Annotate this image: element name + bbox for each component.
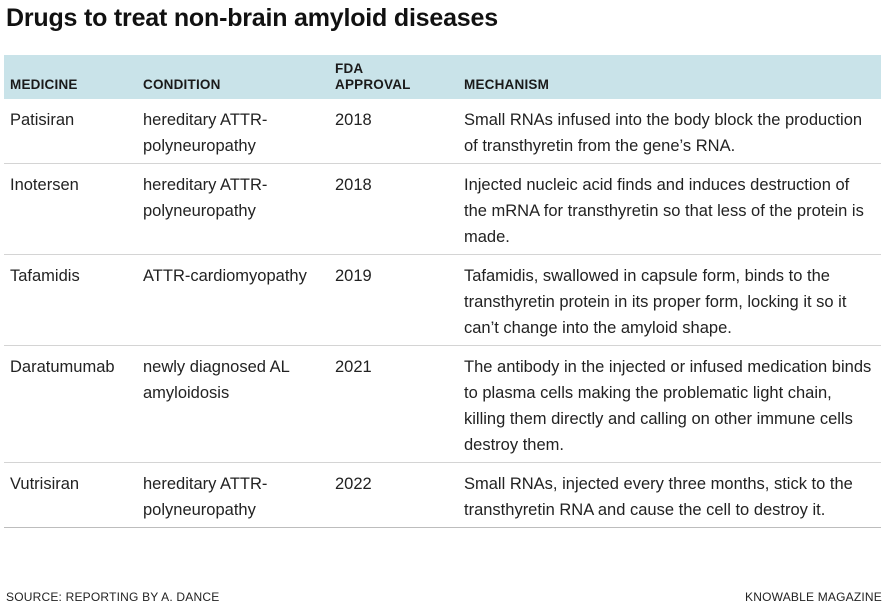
table-header-row: MEDICINE CONDITION FDA APPROVAL MECHANIS… xyxy=(4,55,881,99)
cell-condition: newly diagnosed AL amyloidosis xyxy=(143,358,290,402)
drugs-table: MEDICINE CONDITION FDA APPROVAL MECHANIS… xyxy=(4,55,881,528)
header-medicine: MEDICINE xyxy=(10,77,78,92)
page-title: Drugs to treat non-brain amyloid disease… xyxy=(6,4,498,32)
cell-approval: 2022 xyxy=(335,475,372,493)
cell-approval: 2021 xyxy=(335,358,372,376)
cell-approval: 2018 xyxy=(335,176,372,194)
cell-medicine: Daratumumab xyxy=(10,358,115,376)
table-row: Patisiran hereditary ATTR-polyneuropathy… xyxy=(4,99,881,164)
header-mechanism: MECHANISM xyxy=(464,77,550,92)
publisher-credit: KNOWABLE MAGAZINE xyxy=(745,590,882,604)
cell-approval: 2018 xyxy=(335,111,372,129)
header-fda-approval-label: FDA APPROVAL xyxy=(335,61,411,92)
cell-condition: hereditary ATTR-polyneuropathy xyxy=(143,475,268,519)
cell-medicine: Inotersen xyxy=(10,176,79,194)
cell-approval: 2019 xyxy=(335,267,372,285)
table-row: Daratumumab newly diagnosed AL amyloidos… xyxy=(4,346,881,463)
cell-medicine: Patisiran xyxy=(10,111,75,129)
header-condition: CONDITION xyxy=(143,77,221,92)
cell-mechanism: Tafamidis, swallowed in capsule form, bi… xyxy=(464,267,847,337)
cell-condition: hereditary ATTR-polyneuropathy xyxy=(143,176,268,220)
cell-mechanism: Small RNAs infused into the body block t… xyxy=(464,111,863,155)
cell-mechanism: Injected nucleic acid finds and induces … xyxy=(464,176,864,246)
cell-mechanism: The antibody in the injected or infused … xyxy=(464,358,872,454)
source-note: SOURCE: REPORTING BY A. DANCE xyxy=(6,590,220,604)
table-row: Vutrisiran hereditary ATTR-polyneuropath… xyxy=(4,463,881,528)
table-row: Tafamidis ATTR-cardiomyopathy 2019 Tafam… xyxy=(4,255,881,346)
cell-medicine: Tafamidis xyxy=(10,267,80,285)
cell-condition: ATTR-cardiomyopathy xyxy=(143,267,307,285)
table-row: Inotersen hereditary ATTR-polyneuropathy… xyxy=(4,164,881,255)
cell-condition: hereditary ATTR-polyneuropathy xyxy=(143,111,268,155)
cell-mechanism: Small RNAs, injected every three months,… xyxy=(464,475,853,519)
header-fda-approval: FDA APPROVAL xyxy=(329,55,458,99)
cell-medicine: Vutrisiran xyxy=(10,475,80,493)
